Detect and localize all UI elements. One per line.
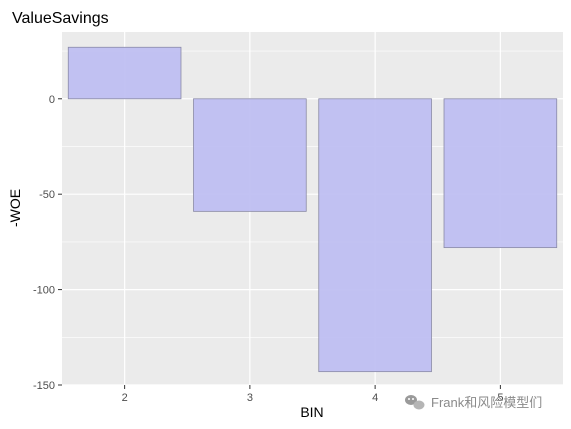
x-tick-label: 4 bbox=[372, 392, 378, 404]
x-tick-label: 2 bbox=[122, 392, 128, 404]
y-tick-label: 0 bbox=[49, 94, 55, 106]
bar-4 bbox=[318, 98, 432, 373]
bar-2 bbox=[67, 46, 182, 100]
watermark: Frank和风险模型们 bbox=[405, 395, 542, 410]
y-tick-label: -150 bbox=[33, 380, 55, 392]
bars bbox=[67, 46, 558, 373]
wechat-icon bbox=[405, 395, 425, 410]
y-axis-label: -WOE bbox=[7, 189, 23, 227]
bar-3 bbox=[193, 98, 307, 212]
y-tick-label: -50 bbox=[39, 189, 55, 201]
x-tick-label: 5 bbox=[497, 392, 503, 404]
chart-title: ValueSavings bbox=[12, 10, 109, 27]
y-axis-ticks: 0 -50 -100 -150 bbox=[33, 94, 62, 392]
x-axis-ticks: 2 3 4 5 bbox=[122, 385, 503, 404]
watermark-text: Frank和风险模型们 bbox=[431, 395, 542, 410]
y-tick-label: -100 bbox=[33, 285, 55, 297]
bar-5 bbox=[443, 98, 558, 249]
x-axis-label: BIN bbox=[300, 404, 323, 420]
x-tick-label: 3 bbox=[247, 392, 253, 404]
